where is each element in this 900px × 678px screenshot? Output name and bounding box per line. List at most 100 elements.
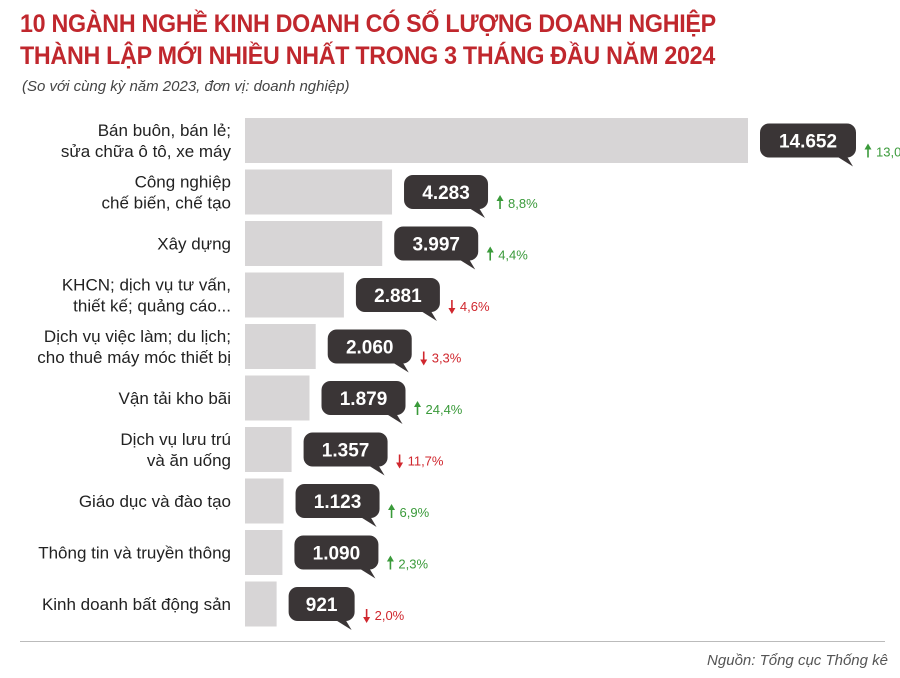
arrow-up-icon [864,143,872,158]
arrow-up-icon [486,246,494,261]
category-label-line: cho thuê máy móc thiết bị [37,348,231,367]
source-note: Nguồn: Tổng cục Thống kê [707,652,888,669]
change-label-8: 6,9% [400,505,430,520]
category-label-8: Giáo dục và đào tạo [79,492,231,511]
category-label-4: KHCN; dịch vụ tư vấn, thiết kế; quảng cáo… [62,276,231,316]
value-label-10: 921 [306,595,338,616]
value-bubble-tail [335,620,352,630]
value-label-6: 1.879 [340,389,388,410]
bar-7 [245,427,292,472]
value-bubble-tail [359,568,376,579]
category-label-line: thiết kế; quảng cáo... [73,297,231,316]
change-label-5: 3,3% [432,351,462,366]
value-bubble-tail [420,311,437,321]
category-label-10: Kinh doanh bất động sản [42,595,231,614]
category-label-line: và ăn uống [147,451,231,470]
category-label-3: Xây dựng [157,235,231,254]
arrow-up-icon [386,555,394,570]
category-label-line: KHCN; dịch vụ tư vấn, [62,276,231,295]
category-label-6: Vận tải kho bãi [119,389,231,408]
arrow-down-icon [396,454,404,469]
value-bubble-8: 1.123 [295,484,380,527]
change-label-3: 4,4% [498,248,528,263]
category-label-line: Công nghiệp [135,173,231,192]
category-label-line: Giáo dục và đào tạo [79,492,231,511]
value-bubble-body [394,226,479,261]
bar-3 [245,221,383,266]
value-bubble-6: 1.879 [321,381,406,424]
category-label-line: Bán buôn, bán lẻ; [98,121,231,140]
arrow-down-icon [363,609,371,623]
value-bubble-body [760,123,856,158]
value-bubble-4: 2.881 [355,278,440,321]
value-bubble-body [288,587,355,621]
category-label-line: Dịch vụ việc làm; du lịch; [44,327,231,346]
value-bubble-5: 2.060 [327,329,412,373]
category-label-5: Dịch vụ việc làm; du lịch; cho thuê máy m… [37,327,231,367]
value-bubble-1: 14.652 [760,123,856,167]
bar-8 [245,478,284,524]
arrow-down-icon [448,300,456,314]
bar-chart: Bán buôn, bán lẻ; sửa chữa ô tô, xe máy 14… [37,118,900,630]
arrow-up-icon [414,401,422,415]
value-label-8: 1.123 [314,492,362,513]
category-label-7: Dịch vụ lưu trú và ăn uống [120,430,231,470]
value-bubble-tail [386,414,403,424]
value-bubble-tail [392,362,409,373]
category-label-line: Xây dựng [157,235,231,254]
value-bubble-tail [837,156,853,167]
value-bubble-tail [469,208,486,218]
arrow-up-icon [388,504,396,518]
value-label-9: 1.090 [313,544,361,565]
value-bubble-tail [368,465,385,476]
chart-title-line-1: 10 NGÀNH NGHỀ KINH DOANH CÓ SỐ LƯỢNG DOA… [20,10,716,38]
change-label-4: 4,6% [460,299,490,314]
change-label-7: 11,7% [408,454,444,469]
chart-subtitle: (So với cùng kỳ năm 2023, đơn vị: doanh … [22,78,350,95]
value-bubble-10: 921 [288,587,355,630]
category-label-2: Công nghiệp chế biến, chế tạo [102,173,231,213]
category-label-line: sửa chữa ô tô, xe máy [61,142,232,161]
value-label-1: 14.652 [779,132,837,153]
value-bubble-body [355,278,440,312]
value-label-2: 4.283 [422,183,470,204]
value-label-3: 3.997 [412,235,460,256]
value-bubble-tail [360,517,377,527]
change-label-2: 8,8% [508,196,538,211]
change-label-10: 2,0% [375,608,405,623]
change-label-9: 2,3% [398,557,428,572]
value-bubble-2: 4.283 [404,175,489,218]
value-bubble-3: 3.997 [394,226,479,270]
value-bubble-body [295,484,380,518]
bar-2 [245,169,393,215]
value-bubble-body [294,535,379,570]
arrow-down-icon [420,351,428,366]
category-label-line: Kinh doanh bất động sản [42,595,231,614]
bar-1 [245,118,748,163]
value-bubble-7: 1.357 [303,432,388,476]
category-label-1: Bán buôn, bán lẻ; sửa chữa ô tô, xe máy [61,121,232,161]
arrow-up-icon [496,195,504,209]
chart-title: 10 NGÀNH NGHỀ KINH DOANH CÓ SỐ LƯỢNG DOA… [20,8,829,72]
value-bubble-body [303,432,388,467]
chart-title-line-2: THÀNH LẬP MỚI NHIỀU NHẤT TRONG 3 THÁNG Đ… [20,42,715,70]
value-bubble-9: 1.090 [294,535,379,579]
footer-divider [20,641,885,642]
value-bubble-tail [459,259,476,270]
change-label-1: 13,0% [876,145,900,160]
value-label-5: 2.060 [346,338,394,359]
bar-4 [245,272,344,318]
value-bubble-body [404,175,489,209]
category-label-line: Thông tin và truyền thông [38,544,231,563]
category-label-line: Dịch vụ lưu trú [120,430,231,449]
value-bubble-body [327,329,412,364]
category-label-line: chế biến, chế tạo [102,194,231,213]
value-bubble-body [321,381,406,415]
bar-9 [245,530,283,575]
value-label-4: 2.881 [374,286,422,307]
value-label-7: 1.357 [322,441,370,462]
bar-6 [245,375,310,421]
category-label-line: Vận tải kho bãi [119,389,231,408]
bar-10 [245,581,277,627]
category-label-9: Thông tin và truyền thông [38,544,231,563]
